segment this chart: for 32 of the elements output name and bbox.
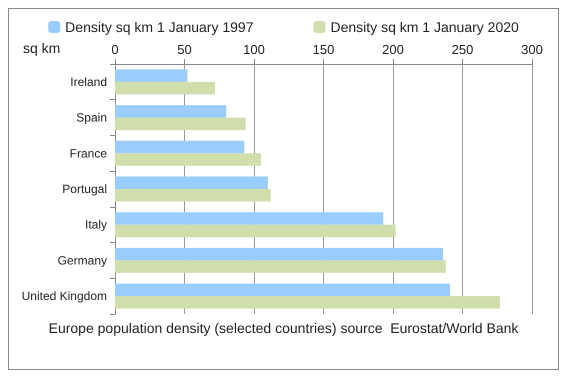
x-tick-label: 100: [243, 42, 265, 57]
legend-label: Density sq km 1 January 1997: [65, 19, 254, 35]
y-tick-label: Spain: [76, 110, 107, 125]
y-tick-label: Ireland: [70, 74, 107, 89]
y-tick-label: United Kingdom: [22, 289, 107, 304]
x-tick-label: 200: [382, 42, 404, 57]
x-tick-label: 250: [452, 42, 474, 57]
bar: [115, 153, 261, 166]
bar: [115, 224, 396, 238]
bar: [115, 118, 246, 130]
legend-label: Density sq km 1 January 2020: [330, 19, 520, 35]
bar: [115, 296, 500, 309]
bar: [115, 260, 446, 273]
bar: [115, 82, 216, 94]
x-tick-label: 50: [177, 42, 192, 57]
bar: [115, 284, 450, 296]
y-tick-label: Germany: [58, 253, 107, 268]
bar: [115, 69, 188, 82]
y-tick-label: Italy: [84, 218, 107, 232]
bar: [115, 140, 244, 154]
bar: [115, 176, 268, 189]
x-axis-title: sq km: [23, 40, 60, 56]
y-tick-label: Portugal: [62, 182, 107, 196]
bar: [115, 212, 384, 225]
y-tick-label: France: [70, 146, 108, 160]
x-tick-label: 0: [111, 42, 119, 57]
bar: [115, 189, 271, 202]
text: Europe population density (selected countries) source Eurostat/World Bank: [48, 320, 520, 336]
x-tick-label: 300: [521, 42, 543, 57]
bar: [115, 248, 444, 260]
bar: [115, 105, 226, 118]
x-tick-label: 150: [312, 42, 334, 57]
